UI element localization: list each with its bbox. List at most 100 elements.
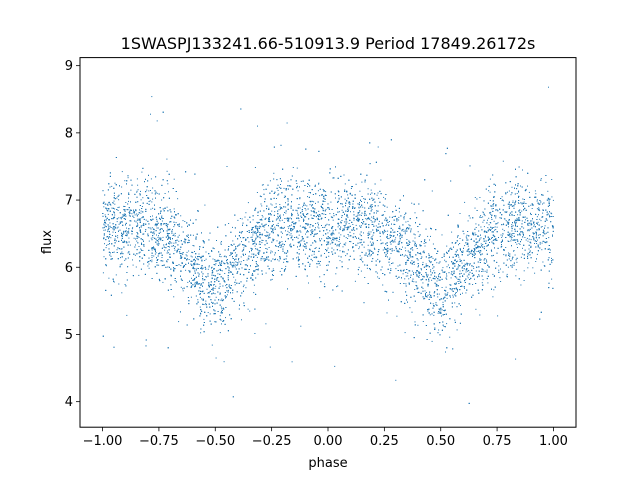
data-point xyxy=(343,251,345,253)
data-point xyxy=(292,167,294,168)
data-point xyxy=(112,231,114,233)
data-point xyxy=(294,222,296,224)
data-point xyxy=(226,294,228,296)
data-point xyxy=(523,280,525,281)
data-point xyxy=(307,224,309,226)
data-point xyxy=(202,267,204,269)
data-point xyxy=(458,244,459,246)
data-point xyxy=(239,243,241,245)
data-point xyxy=(221,298,223,300)
data-point xyxy=(331,234,333,236)
data-point xyxy=(136,219,138,221)
data-point xyxy=(501,239,503,241)
data-point xyxy=(274,226,276,228)
data-point xyxy=(417,231,419,233)
data-point xyxy=(430,271,432,273)
data-point xyxy=(166,206,168,208)
data-point xyxy=(431,340,433,342)
data-point xyxy=(361,181,363,183)
data-point xyxy=(358,206,360,208)
data-point xyxy=(502,235,503,237)
data-point xyxy=(250,236,252,238)
data-point xyxy=(338,232,340,234)
data-point xyxy=(214,321,216,323)
data-point xyxy=(371,243,373,245)
data-point xyxy=(151,227,153,229)
data-point xyxy=(536,239,538,241)
data-point xyxy=(389,257,391,259)
data-point xyxy=(399,236,401,238)
data-point xyxy=(298,249,300,250)
data-point xyxy=(416,274,418,276)
data-point xyxy=(279,206,281,208)
data-point xyxy=(268,207,270,209)
data-point xyxy=(492,296,494,298)
data-point xyxy=(112,202,114,204)
data-point xyxy=(474,257,475,259)
data-point xyxy=(180,215,182,217)
data-point xyxy=(540,226,542,228)
data-point xyxy=(128,211,130,213)
data-point xyxy=(531,220,533,222)
data-point xyxy=(104,229,106,231)
data-point xyxy=(311,254,313,256)
data-point xyxy=(192,267,194,269)
data-point xyxy=(506,221,508,223)
data-point xyxy=(281,219,283,221)
data-point xyxy=(488,217,490,219)
data-point xyxy=(316,263,318,265)
data-point xyxy=(111,235,113,236)
data-point xyxy=(498,269,500,271)
data-point xyxy=(517,214,519,216)
data-point xyxy=(243,249,245,250)
data-point xyxy=(252,243,254,245)
data-point xyxy=(252,278,254,280)
data-point xyxy=(194,268,196,270)
data-point xyxy=(534,232,536,234)
data-point xyxy=(395,268,397,270)
data-point xyxy=(395,379,397,381)
data-point xyxy=(135,244,136,246)
data-point xyxy=(290,185,292,187)
data-point xyxy=(536,216,538,218)
data-point xyxy=(114,238,116,240)
data-point xyxy=(388,238,390,240)
data-point xyxy=(207,268,209,270)
data-point xyxy=(195,237,197,239)
data-point xyxy=(283,214,284,216)
data-point xyxy=(317,190,319,192)
data-point xyxy=(369,255,371,257)
data-point xyxy=(408,243,410,245)
data-point xyxy=(344,183,346,185)
data-point xyxy=(185,269,187,271)
data-point xyxy=(139,209,140,211)
data-point xyxy=(277,189,279,191)
data-point xyxy=(129,244,131,246)
data-point xyxy=(411,270,413,272)
data-point xyxy=(241,218,243,220)
data-point xyxy=(193,259,195,261)
data-point xyxy=(158,238,160,240)
data-point xyxy=(202,275,203,277)
data-point xyxy=(156,216,157,218)
data-point xyxy=(471,253,473,255)
data-point xyxy=(279,241,281,243)
data-point xyxy=(194,251,195,252)
data-point xyxy=(232,265,234,267)
data-point xyxy=(285,202,286,204)
data-point xyxy=(491,250,493,252)
data-point xyxy=(332,238,333,240)
data-point xyxy=(234,284,236,286)
data-point xyxy=(333,233,335,235)
data-point xyxy=(345,255,347,257)
data-point xyxy=(104,214,106,216)
data-point xyxy=(182,220,184,222)
data-point xyxy=(540,178,542,180)
data-point xyxy=(150,228,152,230)
data-point xyxy=(225,285,227,287)
data-point xyxy=(138,219,140,221)
data-point xyxy=(336,286,337,288)
data-point xyxy=(368,227,370,229)
data-point xyxy=(203,318,205,320)
data-point xyxy=(114,208,116,210)
